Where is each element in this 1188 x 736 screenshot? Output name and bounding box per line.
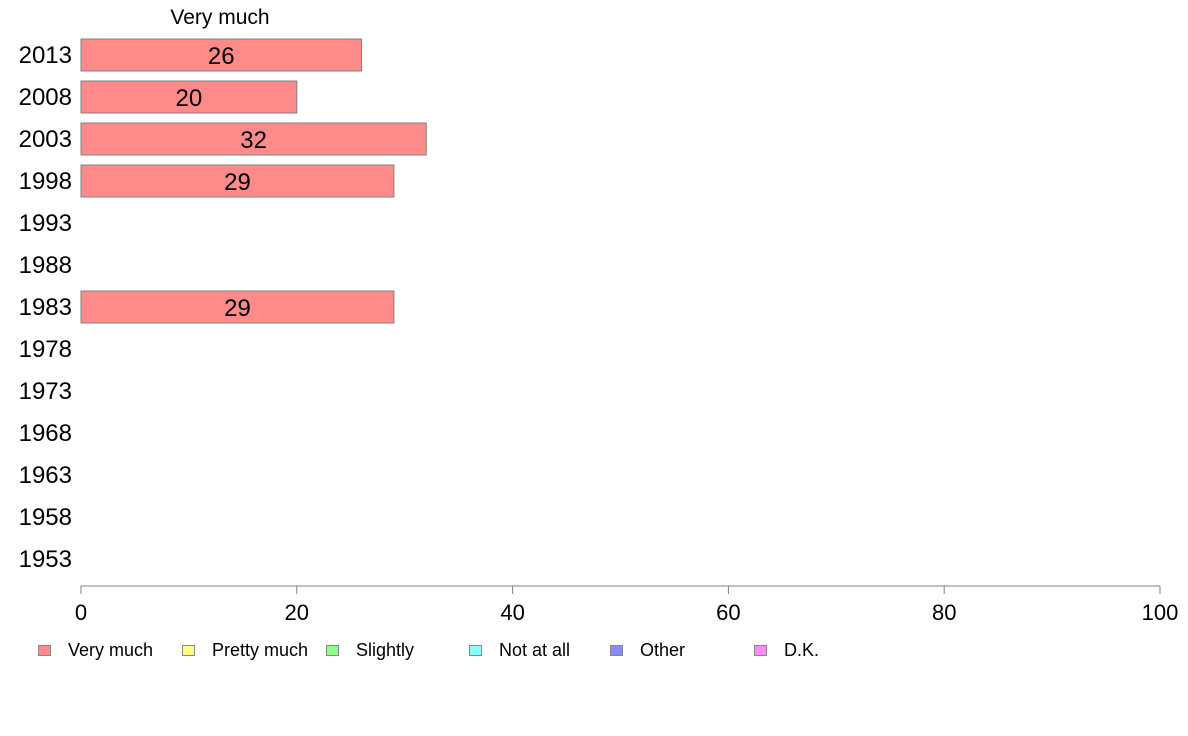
- legend-label: Slightly: [356, 639, 415, 660]
- y-tick-label: 2013: [19, 42, 72, 69]
- legend-item: Not at all: [469, 638, 570, 662]
- data-label: 26: [208, 43, 235, 70]
- data-label: 20: [176, 85, 203, 112]
- x-tick-label: 40: [500, 600, 524, 625]
- y-tick-label: 1958: [19, 504, 72, 531]
- legend-label: Other: [640, 639, 686, 660]
- legend-item: Other: [610, 638, 685, 662]
- legend-item: Slightly: [326, 638, 414, 662]
- legend-swatch: [754, 644, 767, 656]
- bar: [80, 38, 363, 72]
- legend-swatch: [182, 644, 195, 656]
- data-label: 29: [224, 169, 251, 196]
- legend-swatch: [38, 644, 51, 656]
- y-tick-label: 1993: [19, 210, 72, 237]
- x-tick-label: 100: [1142, 600, 1179, 625]
- legend-label: Not at all: [499, 639, 571, 660]
- bar: [80, 164, 395, 198]
- data-label: 29: [224, 295, 251, 322]
- x-tick-label: 20: [285, 600, 309, 625]
- bar: [80, 122, 427, 156]
- legend-swatch: [469, 644, 482, 656]
- y-tick-label: 1968: [19, 420, 72, 447]
- legend-swatch: [326, 644, 339, 656]
- series-title: Very much: [170, 6, 270, 29]
- y-tick-label: 2003: [19, 126, 72, 153]
- y-tick-label: 1973: [19, 378, 72, 405]
- y-tick-label: 2008: [19, 84, 72, 111]
- legend-label: Pretty much: [212, 639, 309, 660]
- legend: Very much Pretty much Slightly Not at all Ot…: [38, 638, 1138, 664]
- legend-swatch: [610, 644, 623, 656]
- legend-item: D.K.: [754, 638, 819, 662]
- bar: [80, 290, 395, 324]
- x-tick-label: 60: [716, 600, 740, 625]
- bar: [80, 80, 298, 114]
- y-tick-label: 1963: [19, 462, 72, 489]
- y-tick-label: 1998: [19, 168, 72, 195]
- x-tick-label: 0: [75, 600, 87, 625]
- legend-item: Pretty much: [182, 638, 308, 662]
- x-tick-label: 80: [932, 600, 956, 625]
- legend-label: Very much: [68, 639, 154, 660]
- y-tick-label: 1983: [19, 294, 72, 321]
- legend-label: D.K.: [784, 639, 820, 660]
- y-tick-label: 1988: [19, 252, 72, 279]
- y-tick-label: 1953: [19, 546, 72, 573]
- data-label: 32: [240, 127, 267, 154]
- legend-item: Very much: [38, 638, 153, 662]
- y-tick-label: 1978: [19, 336, 72, 363]
